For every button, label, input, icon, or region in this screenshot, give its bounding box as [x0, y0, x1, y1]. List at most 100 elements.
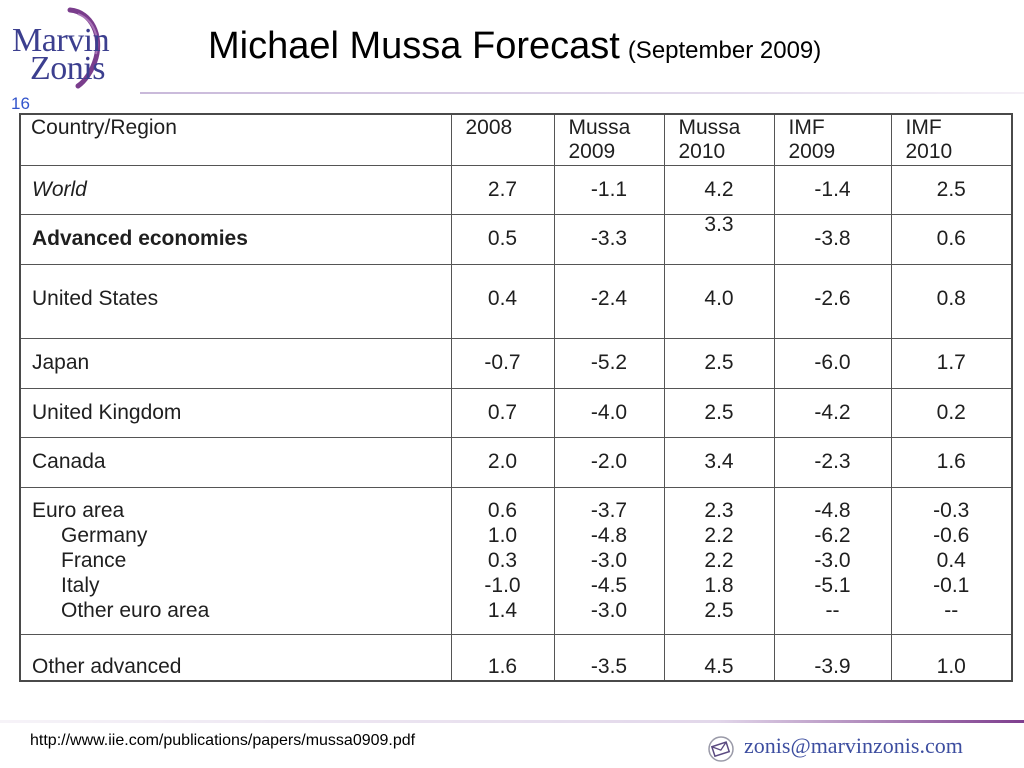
- table-cell: -6.0: [774, 338, 892, 389]
- table-cell: -0.6: [933, 524, 970, 547]
- table-cell: 0.6: [487, 499, 518, 522]
- row-label: Japan: [21, 338, 452, 389]
- table-cell: 2.5: [664, 388, 775, 438]
- header-divider: [140, 92, 1024, 94]
- euro-area-imf-2010: -0.3 -0.6 0.4 -0.1 --: [891, 487, 1011, 635]
- table-row-united-kingdom: United Kingdom 0.7 -4.0 2.5 -4.2 0.2: [21, 388, 1011, 438]
- table-cell: 2.2: [704, 524, 734, 547]
- table-cell: 3.3: [664, 212, 775, 265]
- table-cell: -4.0: [554, 388, 665, 438]
- euro-area-imf-2009: -4.8 -6.2 -3.0 -5.1 --: [774, 487, 892, 635]
- table-cell: 0.2: [891, 388, 1011, 438]
- table-row-united-states: United States 0.4 -2.4 4.0 -2.6 0.8: [21, 264, 1011, 339]
- row-label: Other advanced: [21, 634, 452, 680]
- column-header-2008: 2008: [451, 115, 555, 166]
- euro-area-labels: Euro area Germany France Italy Other eur…: [21, 487, 452, 635]
- row-label: Other euro area: [61, 599, 210, 622]
- column-header-mussa-2010: Mussa 2010: [664, 115, 775, 166]
- row-label: World: [21, 165, 452, 215]
- table-row-japan: Japan -0.7 -5.2 2.5 -6.0 1.7: [21, 338, 1011, 389]
- table-row-other-advanced: Other advanced 1.6 -3.5 4.5 -3.9 1.0: [21, 634, 1011, 680]
- table-cell: 2.5: [891, 165, 1011, 215]
- table-cell: 4.2: [664, 165, 775, 215]
- table-cell: -3.0: [590, 549, 628, 572]
- table-cell: 1.6: [451, 634, 555, 680]
- forecast-table: Country/Region 2008 Mussa 2009 Mussa 201…: [19, 113, 1013, 682]
- row-label: United Kingdom: [21, 388, 452, 438]
- slide-number: 16: [11, 94, 30, 113]
- table-cell: -2.3: [774, 437, 892, 488]
- table-cell: 0.8: [891, 264, 1011, 339]
- table-cell: 4.5: [664, 634, 775, 680]
- table-cell: 2.5: [664, 338, 775, 389]
- table-cell: -3.0: [590, 599, 628, 622]
- footer-divider: [0, 720, 1024, 723]
- table-cell: 0.7: [451, 388, 555, 438]
- table-cell: 1.4: [487, 599, 518, 622]
- table-cell: 0.6: [891, 214, 1011, 265]
- table-cell: -4.8: [814, 499, 851, 522]
- column-header-mussa-2009: Mussa 2009: [554, 115, 665, 166]
- table-cell: -1.1: [554, 165, 665, 215]
- row-label: Germany: [61, 524, 148, 547]
- table-cell: -3.9: [774, 634, 892, 680]
- logo-word-zonis: Zonis: [30, 50, 105, 87]
- contact-email[interactable]: zonis@marvinzonis.com: [744, 733, 963, 758]
- title-subtitle: (September 2009): [627, 37, 822, 64]
- logo-swoosh-icon: [67, 7, 101, 89]
- table-cell: 0.4: [451, 264, 555, 339]
- table-row-advanced-economies: Advanced economies 0.5 -3.3 3.3 -3.8 0.6: [21, 212, 1011, 265]
- table-cell: 1.0: [936, 655, 966, 678]
- table-cell: 0.5: [451, 214, 555, 265]
- row-label: Italy: [61, 574, 100, 597]
- table-cell: -1.0: [484, 574, 521, 597]
- table-cell: 0.4: [936, 549, 966, 572]
- table-row-canada: Canada 2.0 -2.0 3.4 -2.3 1.6: [21, 437, 1011, 488]
- euro-area-mussa-2009: -3.7 -4.8 -3.0 -4.5 -3.0: [554, 487, 665, 635]
- table-cell: 1.8: [704, 574, 734, 597]
- table-cell: -2.0: [554, 437, 665, 488]
- table-cell: 4.0: [664, 264, 775, 339]
- table-cell: -3.8: [774, 214, 892, 265]
- cell-value: 3.3: [704, 212, 734, 236]
- title-main: Michael Mussa Forecast: [208, 25, 620, 67]
- table-cell: -1.4: [774, 165, 892, 215]
- row-label: Euro area: [32, 499, 125, 522]
- table-row-euro-area: Euro area Germany France Italy Other eur…: [21, 487, 1011, 635]
- table-cell: 2.7: [451, 165, 555, 215]
- euro-area-2008: 0.6 1.0 0.3 -1.0 1.4: [451, 487, 555, 635]
- table-cell: 2.0: [451, 437, 555, 488]
- table-cell: --: [944, 599, 959, 622]
- table-cell: 2.3: [704, 499, 734, 522]
- table-cell: 2.5: [704, 599, 734, 622]
- table-cell: 1.0: [487, 524, 518, 547]
- table-cell: -4.5: [590, 574, 628, 597]
- table-cell: --: [825, 599, 840, 622]
- table-cell: -4.8: [590, 524, 628, 547]
- row-label: Canada: [21, 437, 452, 488]
- table-cell: -0.3: [933, 499, 970, 522]
- envelope-icon: [707, 735, 737, 768]
- slide-title: Michael Mussa Forecast (September 2009): [208, 24, 821, 73]
- table-cell: -6.2: [814, 524, 851, 547]
- table-cell: -3.0: [814, 549, 851, 572]
- table-cell: 3.4: [664, 437, 775, 488]
- table-cell: -4.2: [774, 388, 892, 438]
- table-cell: 1.7: [891, 338, 1011, 389]
- row-label: Advanced economies: [21, 214, 452, 265]
- table-cell: -2.6: [774, 264, 892, 339]
- marvin-zonis-logo: Marvin Zonis: [8, 6, 133, 92]
- table-header-row: Country/Region 2008 Mussa 2009 Mussa 201…: [21, 115, 1011, 166]
- euro-area-mussa-2010: 2.3 2.2 2.2 1.8 2.5: [664, 487, 775, 635]
- table-cell: -3.3: [554, 214, 665, 265]
- row-label: France: [61, 549, 127, 572]
- source-link[interactable]: http://www.iie.com/publications/papers/m…: [30, 732, 416, 749]
- table-cell: 2.2: [704, 549, 734, 572]
- table-cell: -3.7: [590, 499, 628, 522]
- table-cell: -5.1: [814, 574, 851, 597]
- table-cell: 1.6: [891, 437, 1011, 488]
- table-row-world: World 2.7 -1.1 4.2 -1.4 2.5: [21, 165, 1011, 215]
- column-header-imf-2010: IMF 2010: [891, 115, 1011, 166]
- table-cell: -3.5: [554, 634, 665, 680]
- logo-word-marvin: Marvin: [12, 22, 110, 59]
